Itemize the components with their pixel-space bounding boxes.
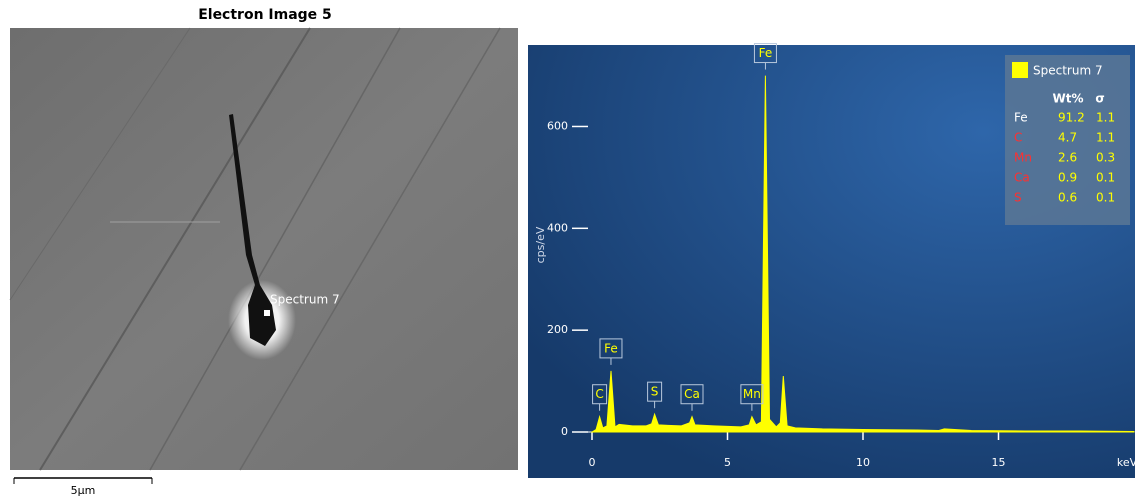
sem-image (9, 27, 518, 471)
peak-label: Mn (743, 387, 761, 401)
x-tick-label: 10 (856, 456, 870, 469)
image-title: Electron Image 5 (198, 7, 332, 23)
peak-label: C (595, 387, 603, 401)
legend-column: σ (1095, 92, 1104, 106)
y-tick-label: 0 (561, 425, 568, 438)
y-axis-label: cps/eV (534, 226, 547, 263)
y-tick-label: 200 (547, 323, 568, 336)
legend-element: Mn (1014, 151, 1032, 165)
peak-label: Ca (684, 387, 700, 401)
legend-name: Spectrum 7 (1033, 64, 1103, 78)
legend-wt: 0.6 (1058, 191, 1077, 205)
legend-wt: 91.2 (1058, 111, 1085, 125)
spectrum-area (590, 75, 1135, 433)
legend-wt: 0.9 (1058, 171, 1077, 185)
legend-sigma: 0.1 (1096, 171, 1115, 185)
scale-bar (13, 477, 153, 484)
scale-bar-label: 5µm (71, 484, 96, 497)
peak-label: S (651, 385, 659, 399)
legend-column: Wt% (1053, 92, 1084, 106)
x-axis-label: keV (1117, 456, 1135, 469)
legend-sigma: 0.1 (1096, 191, 1115, 205)
x-tick-label: 15 (992, 456, 1006, 469)
legend-sigma: 1.1 (1096, 111, 1115, 125)
legend: Spectrum 7 Wt% σ Fe 91.2 1.1 C 4.7 1.1 Mn 2.6 0.3 Ca… (1005, 55, 1130, 225)
legend-box (1005, 55, 1130, 225)
legend-sigma: 1.1 (1096, 131, 1115, 145)
marker-label: Spectrum 7 (270, 293, 340, 307)
y-tick-label: 400 (547, 221, 568, 234)
legend-wt: 4.7 (1058, 131, 1077, 145)
x-tick-label: 0 (589, 456, 596, 469)
peak-label: Fe (759, 46, 773, 60)
legend-wt: 2.6 (1058, 151, 1077, 165)
y-tick-label: 600 (547, 119, 568, 132)
legend-swatch (1012, 62, 1028, 78)
legend-element: S (1014, 191, 1022, 205)
x-tick-label: 5 (724, 456, 731, 469)
legend-element: C (1014, 131, 1022, 145)
legend-element: Fe (1014, 111, 1028, 125)
legend-sigma: 0.3 (1096, 151, 1115, 165)
legend-element: Ca (1014, 171, 1030, 185)
peak-label: Fe (604, 341, 618, 355)
